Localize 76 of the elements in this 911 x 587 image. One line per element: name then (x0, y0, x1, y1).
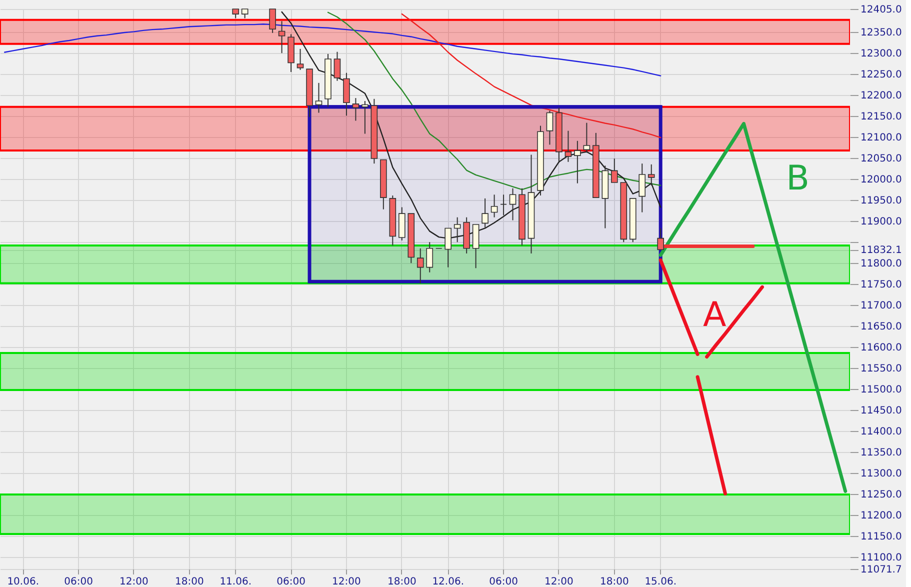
y-tick-label: 11350.0 (860, 448, 902, 459)
y-tick-label: 12050.0 (860, 154, 902, 165)
candlestick (509, 188, 516, 221)
y-tick-label: 11550.0 (860, 364, 902, 375)
x-tick-label: 06:00 (489, 576, 518, 587)
y-tick-label: 11400.0 (860, 426, 902, 438)
y-tick-label: 12100.0 (860, 132, 902, 144)
candlestick (232, 8, 239, 19)
candlestick (472, 224, 480, 269)
candlestick (241, 8, 248, 19)
y-tick-label: 11700.0 (860, 300, 902, 312)
x-tick-label: 06:00 (64, 576, 93, 587)
y-tick-label: 12200.0 (860, 90, 902, 102)
candlestick (343, 72, 350, 116)
candlestick (398, 206, 406, 241)
y-tick-label: 12300.0 (860, 48, 902, 60)
candlestick (334, 51, 341, 82)
x-tick-label: 11.06. (220, 576, 252, 587)
x-tick-label: 15.06. (644, 576, 677, 587)
x-tick-label: 06:00 (276, 576, 306, 587)
candlestick (482, 198, 488, 228)
candlestick (426, 242, 434, 273)
y-tick-label: 11800.0 (860, 258, 902, 270)
y-tick-label: 11500.0 (860, 384, 902, 396)
y-tick-label: 12150.0 (860, 112, 902, 123)
x-tick-label: 12:00 (332, 576, 361, 587)
candlestick (657, 228, 664, 250)
x-tick-label: 12:00 (120, 576, 148, 587)
y-tick-label: 11071.7 (860, 564, 902, 576)
candlestick (454, 216, 461, 243)
candlestick (416, 248, 424, 284)
x-tick-label: 18:00 (387, 576, 416, 587)
y-tick-label: 11950.0 (860, 196, 902, 207)
candlestick (648, 164, 655, 186)
y-tick-label: 11250.0 (860, 490, 902, 501)
candlestick (574, 140, 581, 184)
y-tick-label: 11300.0 (860, 468, 902, 480)
y-tick-label: 11100.0 (860, 552, 902, 564)
y-tick-label: 11750.0 (860, 280, 902, 291)
candlestick (564, 130, 572, 162)
line-series (658, 258, 700, 356)
line-series (696, 375, 728, 496)
x-tick-label: 18:00 (600, 576, 629, 587)
y-tick-label: 11600.0 (860, 342, 902, 354)
candlestick (444, 228, 452, 268)
line-series (401, 13, 662, 138)
line-series (658, 122, 848, 493)
y-tick-label: 11200.0 (860, 510, 902, 522)
candlestick (638, 163, 646, 213)
y-tick-label: 11150.0 (860, 532, 902, 543)
candlestick (269, 8, 276, 34)
candlestick (546, 110, 554, 146)
x-tick-label: 12:00 (544, 576, 574, 587)
y-tick-label: 11450.0 (860, 406, 902, 417)
y-tick-label: 12250.0 (860, 70, 902, 81)
candlestick (362, 100, 368, 134)
line-series (705, 285, 764, 359)
y-tick-label: 12405.0 (860, 4, 902, 16)
candlestick (296, 48, 304, 70)
x-tick-label: 18:00 (174, 576, 204, 587)
y-tick-label: 11832.1 (860, 245, 902, 256)
series-label: B (786, 158, 810, 199)
candlestick (611, 158, 618, 183)
x-tick-label: 12.06. (432, 576, 464, 587)
candlestick (315, 82, 322, 114)
candlestick (352, 98, 360, 122)
candlestick (583, 122, 590, 154)
y-tick-label: 12350.0 (860, 28, 902, 39)
y-tick-label: 11650.0 (860, 322, 902, 333)
x-tick-label: 10.06. (7, 576, 40, 587)
y-tick-label: 11900.0 (860, 216, 902, 228)
candlestick (490, 194, 498, 218)
candlestick (500, 194, 507, 216)
series-label: A (702, 295, 726, 336)
candlestick (278, 20, 286, 54)
y-tick-label: 12000.0 (860, 174, 902, 186)
